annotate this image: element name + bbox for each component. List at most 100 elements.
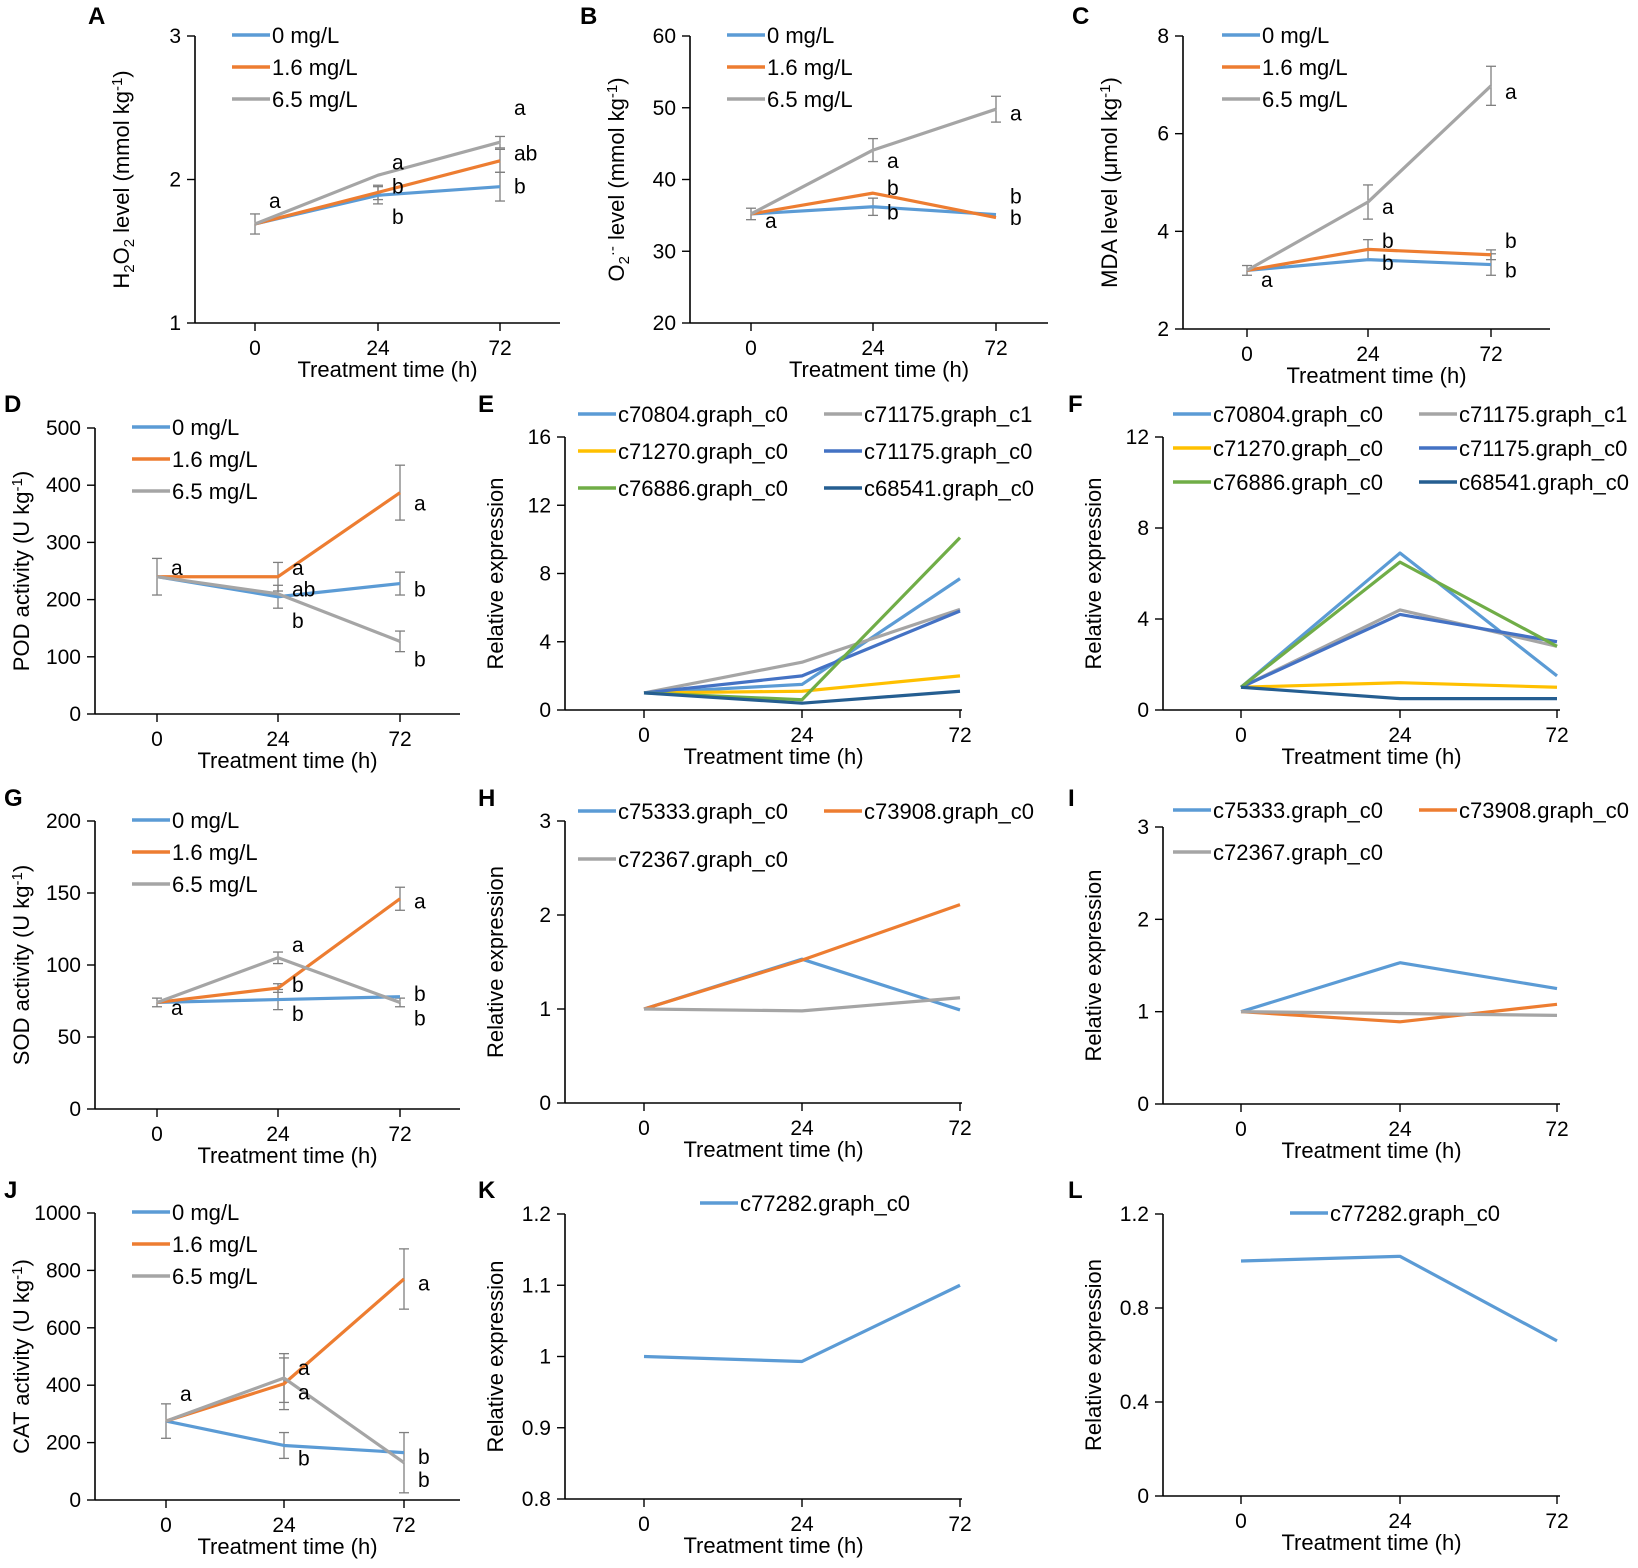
significance-letter: b [1382,252,1394,275]
y-tick-label: 0 [69,1098,81,1121]
significance-letter: a [171,557,183,580]
y-axis-title-group: Relative expression [483,478,508,670]
y-axis-title-part: level (mmol kg [604,98,629,246]
x-axis-title: Treatment time (h) [683,1137,863,1162]
y-tick-label: 3 [539,810,551,833]
panel-letter: L [1068,1177,1083,1204]
panel-b: B 20 30 40 50 60 0 24 72 Treatment time (h) O2·- l… [580,3,1048,382]
significance-letter: b [392,206,404,229]
y-axis-title-part: O [109,247,134,264]
y-axis-title-part: -1 [9,478,26,491]
y-tick-label: 40 [653,169,676,192]
x-tick-label: 0 [151,1123,163,1146]
panel-letter: I [1068,785,1075,812]
y-tick-label: 50 [653,97,676,120]
y-axis-title: Relative expression [483,1261,508,1453]
y-tick-label: 1 [1137,1001,1149,1024]
y-tick-label: 0 [1137,699,1149,722]
panel-letter: D [4,391,21,418]
y-tick-label: 0 [1137,1093,1149,1116]
significance-letter: b [887,202,899,225]
significance-letter: b [292,974,304,997]
significance-letter: a [414,891,426,914]
legend-label: c72367.graph_c0 [618,847,788,872]
y-axis-title-part: -1 [1097,85,1114,98]
panel-g: G 0 50 100 150 200 0 24 72 Treatment time (h) SOD … [4,785,460,1168]
legend-label: c71175.graph_c1 [1459,402,1627,427]
significance-letter: a [392,151,404,174]
significance-letter: ab [514,143,537,166]
x-tick-label: 0 [1235,1118,1247,1141]
y-tick-label: 2 [1157,318,1169,341]
y-tick-label: 2 [539,904,551,927]
y-tick-label: 500 [46,417,81,440]
y-axis-title-part: -1 [9,872,26,885]
y-tick-label: 1.2 [1120,1203,1149,1226]
x-tick-label: 72 [388,728,411,751]
significance-letter: b [1382,230,1394,253]
y-tick-label: 150 [46,882,81,905]
significance-letter: a [269,190,281,213]
y-tick-label: 200 [46,1432,81,1455]
legend-label: 1.6 mg/L [172,840,258,865]
series-line-c77282-graph-c0 [643,1283,961,1364]
x-axis-title: Treatment time (h) [1286,363,1466,388]
y-tick-label: 60 [653,25,676,48]
y-axis-title-group: Relative expression [1081,1259,1106,1451]
y-tick-label: 1000 [34,1202,81,1225]
x-tick-label: 72 [1545,1118,1568,1141]
x-tick-label: 0 [151,728,163,751]
y-axis-title: Relative expression [483,478,508,670]
x-tick-label: 24 [790,724,814,747]
significance-letter: a [1505,81,1517,104]
x-axis-title: Treatment time (h) [1281,1530,1461,1555]
legend-label: c71175.graph_c1 [864,402,1032,427]
y-axis-title-group: Relative expression [483,1261,508,1453]
x-tick-label: 24 [1388,724,1412,747]
y-tick-label: 4 [539,631,551,654]
x-tick-label: 24 [790,1117,814,1140]
legend-label: 1.6 mg/L [172,1232,258,1257]
y-axis-title-part: 2 [121,264,138,272]
y-tick-label: 1 [169,312,181,335]
legend-label: 1.6 mg/L [272,55,358,80]
legend-label: 0 mg/L [272,23,339,48]
panel-e: E 0 4 8 12 16 0 24 72 Treatment time (h) Relative … [478,391,1034,769]
y-tick-label: 8 [1157,25,1169,48]
legend-label: 0 mg/L [172,1200,239,1225]
legend-label: c73908.graph_c0 [864,799,1034,824]
significance-letter: a [418,1272,430,1295]
x-tick-label: 24 [790,1513,814,1536]
legend-label: c70804.graph_c0 [1213,402,1383,427]
x-tick-label: 0 [638,1117,650,1140]
legend-label: c77282.graph_c0 [1330,1201,1500,1226]
y-axis-title: MDA level (μmol kg-1) [1097,77,1122,288]
y-axis-title-part: POD activity (U kg [9,491,34,671]
y-tick-label: 300 [46,531,81,554]
x-axis-title: Treatment time (h) [683,744,863,769]
y-axis-title-part: CAT activity (U kg [9,1280,34,1454]
y-tick-label: 6 [1157,123,1169,146]
y-tick-label: 400 [46,1374,81,1397]
y-axis-title-part: 2 [616,256,633,264]
legend-label: 0 mg/L [767,23,834,48]
significance-letter: a [414,493,426,516]
y-tick-label: 20 [653,312,676,335]
series-line-6-5-mg-l [1246,84,1493,272]
x-tick-label: 72 [948,724,971,747]
x-tick-label: 72 [1545,724,1568,747]
legend-label: c68541.graph_c0 [864,476,1034,501]
y-axis-title-part: 2 [121,239,138,247]
x-tick-label: 0 [1235,1510,1247,1533]
significance-letter: a [171,997,183,1020]
y-tick-label: 400 [46,474,81,497]
significance-letter: a [180,1383,192,1406]
panel-j: J 0 200 400 600 800 1000 0 24 72 Treatment time (h… [4,1177,460,1559]
series-line-c68541-graph-c0 [1240,685,1557,701]
x-tick-label: 72 [948,1513,971,1536]
series-line-1-6-mg-l [156,897,401,1005]
y-tick-label: 0 [69,703,81,726]
x-tick-label: 0 [638,1513,650,1536]
y-tick-label: 4 [1157,220,1169,243]
